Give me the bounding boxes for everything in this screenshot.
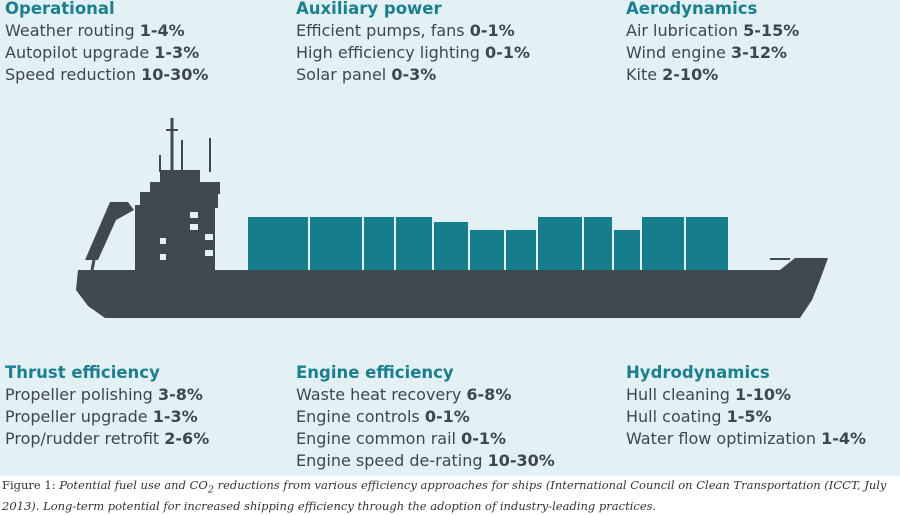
ship-hull-and-superstructure <box>76 118 828 318</box>
measure-item: Weather routing 1-4% <box>5 21 185 40</box>
measure-value: 0-1% <box>485 43 530 62</box>
measure-value: 1-5% <box>726 407 772 426</box>
measure-value: 10-30% <box>487 451 555 470</box>
measure-item: Waste heat recovery 6-8% <box>296 385 512 404</box>
category-hydrodynamics: Hydrodynamics Hull cleaning 1-10% Hull c… <box>626 362 866 450</box>
measure-item: Water flow optimization 1-4% <box>626 429 866 448</box>
category-thrust-efficiency: Thrust efficiency Propeller polishing 3-… <box>5 362 209 450</box>
ship-containers <box>248 217 728 279</box>
measure-value: 0-1% <box>461 429 506 448</box>
measure-item: Hull cleaning 1-10% <box>626 385 792 404</box>
measure-item: High efficiency lighting 0-1% <box>296 43 530 62</box>
measure-item: Engine controls 0-1% <box>296 407 470 426</box>
measure-value: 3-12% <box>730 43 788 62</box>
measure-value: 1-3% <box>152 407 198 426</box>
caption-label: Figure 1: <box>2 478 56 492</box>
measure-item: Speed reduction 10-30% <box>5 65 209 84</box>
measure-value: 3-8% <box>157 385 203 404</box>
measure-value: 0-3% <box>391 65 437 84</box>
measure-item: Propeller upgrade 1-3% <box>5 407 198 426</box>
measure-item: Kite 2-10% <box>626 65 719 84</box>
measure-value: 1-3% <box>154 43 200 62</box>
measure-value: 2-10% <box>662 65 719 84</box>
measure-item: Air lubrication 5-15% <box>626 21 800 40</box>
measure-item: Autopilot upgrade 1-3% <box>5 43 200 62</box>
category-engine-efficiency: Engine efficiency Waste heat recovery 6-… <box>296 362 555 472</box>
category-title: Thrust efficiency <box>5 363 160 382</box>
measure-value: 1-4% <box>139 21 185 40</box>
category-aerodynamics: Aerodynamics Air lubrication 5-15% Wind … <box>626 0 799 86</box>
measure-value: 10-30% <box>141 65 209 84</box>
ship-windows <box>160 212 213 260</box>
category-title: Operational <box>5 0 115 18</box>
caption-text: Potential fuel use and CO2 reductions fr… <box>2 478 887 514</box>
measure-value: 5-15% <box>743 21 800 40</box>
measure-item: Engine common rail 0-1% <box>296 429 506 448</box>
measure-item: Hull coating 1-5% <box>626 407 772 426</box>
category-title: Engine efficiency <box>296 363 454 382</box>
category-title: Auxiliary power <box>296 0 442 18</box>
measure-item: Engine speed de-rating 10-30% <box>296 451 555 470</box>
measure-value: 1-4% <box>821 429 866 448</box>
measure-value: 1-10% <box>735 385 792 404</box>
category-operational: Operational Weather routing 1-4% Autopil… <box>5 0 208 86</box>
measure-item: Propeller polishing 3-8% <box>5 385 203 404</box>
measure-item: Prop/rudder retrofit 2-6% <box>5 429 210 448</box>
measure-value: 6-8% <box>466 385 512 404</box>
measure-item: Solar panel 0-3% <box>296 65 437 84</box>
measure-value: 0-1% <box>424 407 470 426</box>
category-auxiliary-power: Auxiliary power Efficient pumps, fans 0-… <box>296 0 530 86</box>
figure-caption: Figure 1: Potential fuel use and CO2 red… <box>2 477 898 515</box>
category-title: Aerodynamics <box>626 0 758 18</box>
measure-item: Wind engine 3-12% <box>626 43 788 62</box>
measure-value: 2-6% <box>164 429 210 448</box>
measure-value: 0-1% <box>469 21 515 40</box>
category-title: Hydrodynamics <box>626 363 770 382</box>
cargo-ship-illustration <box>76 118 828 318</box>
measure-item: Efficient pumps, fans 0-1% <box>296 21 515 40</box>
